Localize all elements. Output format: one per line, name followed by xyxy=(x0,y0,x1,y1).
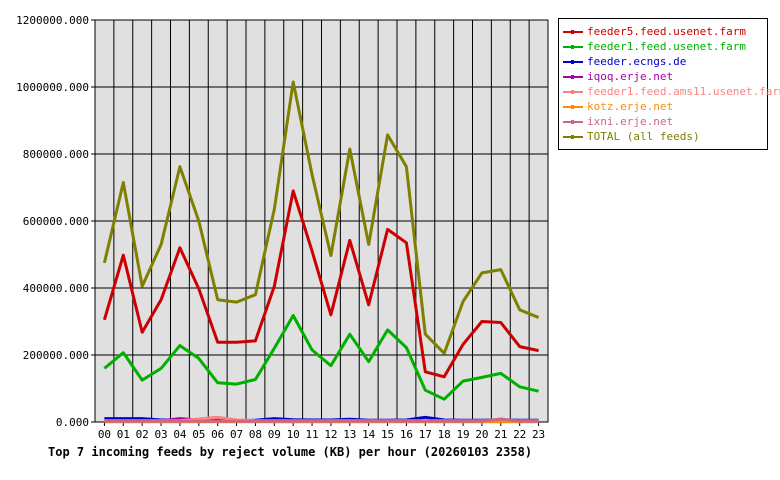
x-tick-label: 00 xyxy=(98,428,111,441)
legend-item: feeder5.feed.usenet.farm xyxy=(563,24,767,39)
x-tick-label: 08 xyxy=(249,428,262,441)
y-tick-label: 600000.000 xyxy=(23,215,89,228)
y-tick-label: 400000.000 xyxy=(23,282,89,295)
series-line xyxy=(104,417,539,423)
y-tick-label: 0.000 xyxy=(56,416,89,429)
x-tick-label: 12 xyxy=(324,428,337,441)
x-tick-label: 20 xyxy=(475,428,488,441)
x-tick-label: 15 xyxy=(381,428,394,441)
x-tick-label: 18 xyxy=(438,428,451,441)
legend-swatch xyxy=(563,59,583,64)
x-tick-label: 16 xyxy=(400,428,413,441)
x-tick-label: 11 xyxy=(305,428,318,441)
x-tick-label: 10 xyxy=(287,428,300,441)
legend-item: kotz.erje.net xyxy=(563,99,767,114)
legend-swatch xyxy=(563,119,583,124)
legend-label: TOTAL (all feeds) xyxy=(587,130,700,143)
x-tick-label: 22 xyxy=(513,428,526,441)
legend-item: TOTAL (all feeds) xyxy=(563,129,767,144)
x-tick-label: 04 xyxy=(173,428,187,441)
x-tick-label: 13 xyxy=(343,428,356,441)
series-line xyxy=(103,314,539,401)
legend-swatch xyxy=(563,74,583,79)
x-tick-label: 21 xyxy=(494,428,507,441)
y-axis: 0.000 200000.000 400000.000 600000.000 80000… xyxy=(16,14,95,429)
legend-label: feeder.ecngs.de xyxy=(587,55,687,68)
legend-label: kotz.erje.net xyxy=(587,100,674,113)
legend-swatch xyxy=(563,89,583,94)
x-tick-label: 14 xyxy=(362,428,376,441)
chart-legend: feeder5.feed.usenet.farm feeder1.feed.use… xyxy=(558,18,780,150)
x-tick-label: 01 xyxy=(117,428,130,441)
legend-item: feeder1.feed.usenet.farm xyxy=(563,39,767,54)
legend-label: feeder5.feed.usenet.farm xyxy=(587,25,746,38)
y-tick-label: 1000000.000 xyxy=(16,81,89,94)
legend-label: feeder1.feed.ams11.usenet.farm xyxy=(587,85,780,98)
x-tick-label: 19 xyxy=(456,428,469,441)
series-line xyxy=(102,80,540,355)
legend-swatch xyxy=(563,134,583,139)
legend-item: feeder.ecngs.de xyxy=(563,54,767,69)
legend-item: feeder1.feed.ams11.usenet.farm xyxy=(563,84,780,99)
series-line xyxy=(102,189,539,379)
legend-item: iqoq.erje.net xyxy=(563,69,767,84)
x-tick-label: 05 xyxy=(192,428,205,441)
legend-swatch xyxy=(563,44,583,49)
x-tick-label: 23 xyxy=(532,428,545,441)
x-tick-label: 03 xyxy=(154,428,167,441)
x-tick-label: 07 xyxy=(230,428,243,441)
legend-swatch xyxy=(563,104,583,109)
chart-caption: Top 7 incoming feeds by reject volume (K… xyxy=(48,445,532,459)
legend-item: ixni.erje.net xyxy=(563,114,767,129)
x-tick-label: 17 xyxy=(419,428,432,441)
legend-label: feeder1.feed.usenet.farm xyxy=(587,40,746,53)
y-tick-label: 1200000.000 xyxy=(16,14,89,27)
legend-label: iqoq.erje.net xyxy=(587,70,674,83)
x-axis: 00 01 02 03 04 05 06 07 08 09 10 11 12 13 14 15 16 17 18 19… xyxy=(98,422,545,441)
x-tick-label: 02 xyxy=(136,428,149,441)
x-tick-label: 09 xyxy=(268,428,281,441)
series-lines xyxy=(102,80,540,424)
y-tick-label: 200000.000 xyxy=(23,349,89,362)
legend-label: ixni.erje.net xyxy=(587,115,674,128)
legend-swatch xyxy=(563,29,583,34)
x-tick-label: 06 xyxy=(211,428,224,441)
y-tick-label: 800000.000 xyxy=(23,148,89,161)
